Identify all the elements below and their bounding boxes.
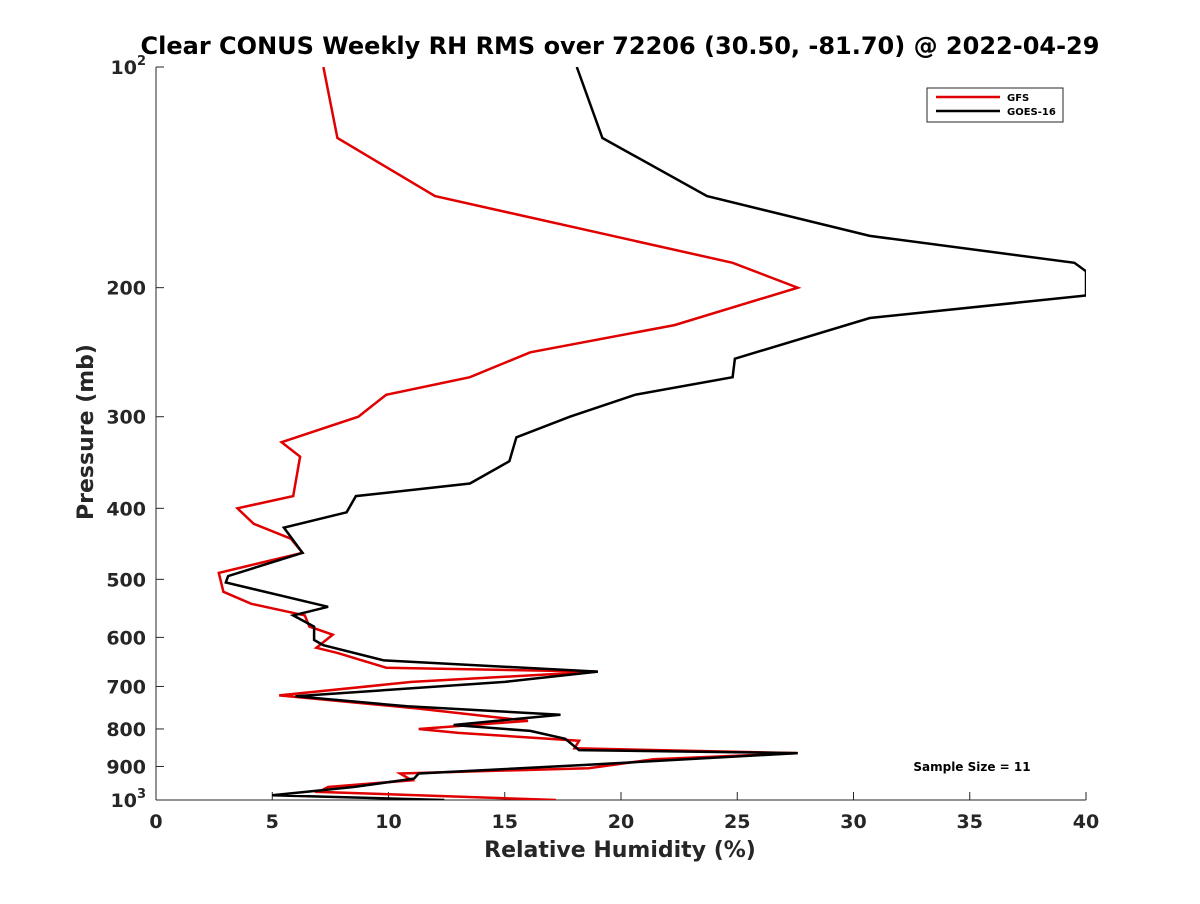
legend: GFS GOES-16 [926,87,1064,123]
x-tick-label: 40 [1073,811,1099,833]
x-tick-label: 15 [492,811,518,833]
chart-title: Clear CONUS Weekly RH RMS over 72206 (30… [141,32,1100,60]
y-tick-label: 400 [106,498,146,520]
legend-label-goes-16: GOES-16 [1007,107,1056,118]
x-axis-label: Relative Humidity (%) [484,838,756,863]
x-tick-label: 35 [957,811,983,833]
x-tick-label: 25 [724,811,750,833]
x-tick-label: 5 [266,811,279,833]
y-tick-label: 900 [106,756,146,778]
y-tick-label: 700 [106,676,146,698]
y-axis-label: Pressure (mb) [74,344,99,520]
y-tick-label: 102 [111,54,147,79]
x-tick-label: 0 [149,811,162,833]
x-tick-label: 20 [608,811,634,833]
legend-label-gfs: GFS [1007,93,1029,104]
y-tick-label: 200 [106,278,146,300]
series-line-gfs [217,67,802,800]
y-tick-label: 300 [106,407,146,429]
legend-box [926,87,1064,123]
y-tick-label: 500 [106,569,146,591]
x-tick-label: 30 [840,811,866,833]
sample-size-annotation: Sample Size = 11 [913,760,1030,774]
x-tick-label: 10 [375,811,401,833]
series-line-goes-16 [224,67,1086,800]
y-tick-label: 800 [106,719,146,741]
y-tick-label: 103 [111,787,147,812]
y-tick-label: 600 [106,627,146,649]
